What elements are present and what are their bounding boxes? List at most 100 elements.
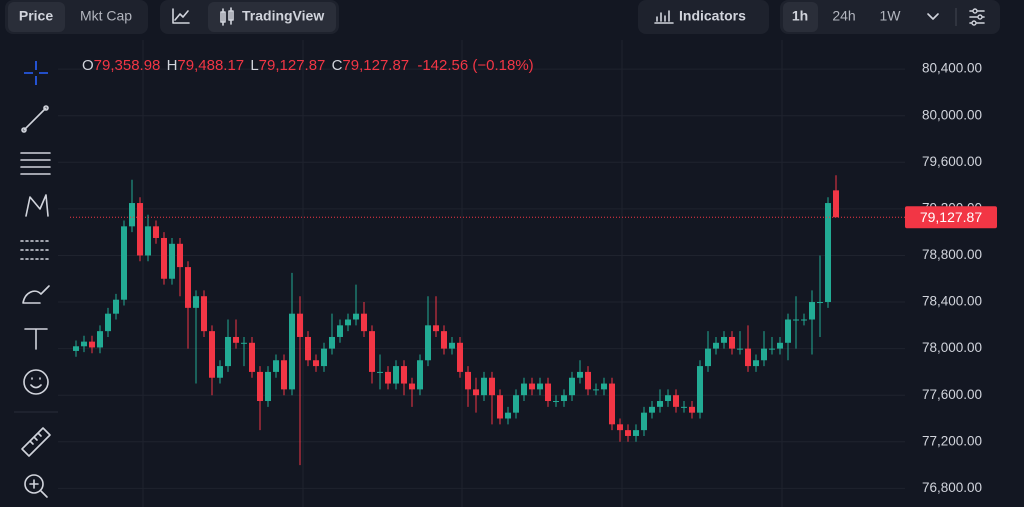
legend-change: -142.56 (−0.18%): [417, 57, 533, 74]
candle-body: [529, 383, 535, 390]
candle-body: [193, 296, 199, 308]
candle-body: [809, 302, 815, 320]
line-chart-icon[interactable]: [172, 8, 190, 24]
candle-body: [681, 406, 687, 408]
candle-body: [353, 313, 359, 320]
candle-body: [705, 348, 711, 367]
candle-body: [497, 395, 503, 419]
candle-body: [89, 341, 95, 348]
y-tick-label: 80,000.00: [922, 107, 982, 122]
range-24h[interactable]: 24h: [832, 8, 855, 24]
candle-body: [729, 336, 735, 349]
candle-body: [153, 226, 159, 238]
emoji-tool[interactable]: [23, 369, 49, 395]
candle-body: [745, 348, 751, 367]
active-tab: [8, 2, 65, 32]
candle-body: [801, 319, 807, 321]
candle-body: [409, 383, 415, 390]
ruler-tool[interactable]: [21, 427, 51, 457]
candle-body: [209, 331, 215, 378]
candle-body: [449, 342, 455, 349]
candle-body: [345, 319, 351, 326]
indicators-button[interactable]: Indicators: [679, 8, 746, 24]
candle-body: [369, 331, 375, 372]
candle-body: [81, 341, 87, 347]
candle-body: [281, 360, 287, 390]
tab-mkt-cap[interactable]: Mkt Cap: [80, 8, 132, 24]
candle-body: [201, 296, 207, 332]
candle-body: [113, 299, 119, 314]
zoom-glyph: [29, 479, 48, 498]
candle-body: [129, 203, 135, 227]
emoji-face: [30, 377, 42, 389]
candle-body: [257, 371, 263, 402]
candle-body: [489, 377, 495, 396]
y-tick-label: 78,800.00: [922, 247, 982, 262]
candle-body: [217, 366, 223, 378]
brush-tool[interactable]: [22, 285, 50, 304]
y-tick-label: 80,400.00: [922, 61, 982, 76]
legend-key: O: [82, 57, 94, 74]
pattern-tool[interactable]: [25, 194, 49, 217]
range-1w[interactable]: 1W: [880, 8, 902, 24]
legend-value: 79,488.17: [177, 57, 244, 74]
candle-body: [145, 226, 151, 256]
settings-knob: [971, 20, 977, 26]
candle-body: [657, 401, 663, 407]
candle-body: [545, 383, 551, 402]
candle-body: [265, 371, 271, 402]
range-group: [780, 0, 1000, 34]
candle-body: [161, 237, 167, 279]
text-tool[interactable]: [24, 328, 48, 350]
range-1h[interactable]: 1h: [792, 8, 808, 24]
candle-body: [537, 383, 543, 390]
candle-body: [569, 377, 575, 396]
candle-body: [233, 336, 239, 343]
range-dropdown[interactable]: [927, 13, 939, 20]
candle-body: [553, 401, 559, 403]
candle-body: [241, 342, 247, 344]
candle-body: [689, 406, 695, 413]
candle-body: [609, 383, 615, 425]
candle-body: [273, 360, 279, 372]
trend-line-tool[interactable]: [23, 107, 47, 131]
candle-body: [305, 336, 311, 361]
legend-value: 79,127.87: [259, 57, 326, 74]
candle-body: [481, 377, 487, 396]
tradingview-button[interactable]: TradingView: [242, 8, 324, 24]
candle-body: [361, 313, 367, 332]
settings-knob: [972, 8, 978, 14]
candle-body: [377, 371, 383, 373]
legend-key: C: [332, 57, 343, 74]
crosshair-tool[interactable]: [24, 61, 48, 85]
indicators-icon: [654, 10, 674, 24]
zoom-tool[interactable]: [24, 474, 44, 494]
candle-body: [633, 430, 639, 436]
candle-body: [97, 331, 103, 348]
candle-body: [465, 371, 471, 390]
candle-body: [385, 371, 391, 384]
last-price-box: [905, 206, 997, 229]
last-price-label: 79,127.87: [920, 209, 982, 225]
candle-body: [833, 190, 839, 218]
candle-body: [249, 342, 255, 372]
legend-value: 79,127.87: [342, 57, 409, 74]
tab-price[interactable]: Price: [19, 8, 53, 24]
candle-body: [441, 331, 447, 349]
legend-key: L: [250, 57, 258, 74]
candle-body: [425, 325, 431, 361]
candle-body: [625, 430, 631, 436]
candle-body: [169, 243, 175, 279]
candle-body: [401, 366, 407, 384]
fib-tool[interactable]: [20, 152, 51, 175]
candle-body: [649, 406, 655, 413]
candle-body: [785, 319, 791, 343]
projection-tool[interactable]: [20, 240, 51, 260]
indicators-group: [638, 0, 769, 34]
tool-handle: [21, 127, 27, 133]
candle-body: [505, 412, 511, 419]
ohlc-legend: O79,358.98 H79,488.17 L79,127.87 C79,127…: [82, 57, 534, 74]
candle-body: [697, 366, 703, 413]
